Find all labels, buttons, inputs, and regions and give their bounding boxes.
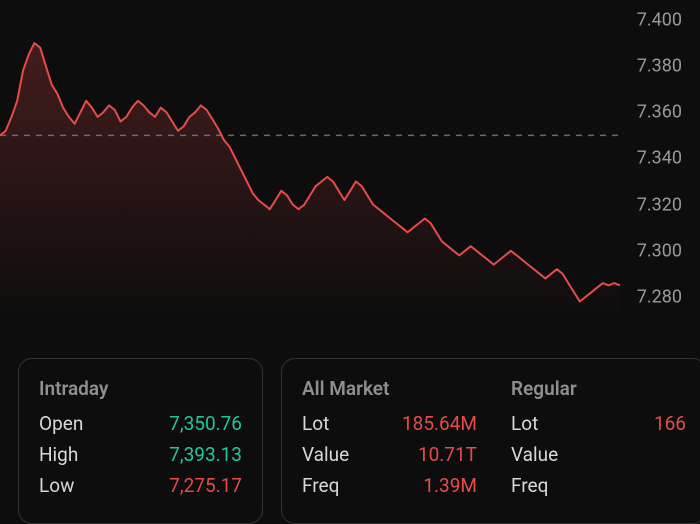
- stat-value: 7,393.13: [169, 443, 242, 466]
- y-tick-label: 7.280: [637, 286, 682, 307]
- intraday-card: Intraday Open 7,350.76 High 7,393.13 Low…: [18, 358, 263, 524]
- stat-row: Lot 185.64M: [302, 412, 477, 435]
- stats-cards-row: Intraday Open 7,350.76 High 7,393.13 Low…: [0, 340, 700, 524]
- stat-label: Value: [511, 443, 558, 466]
- stat-label: High: [39, 443, 78, 466]
- stat-row: Freq 1.39M: [302, 474, 477, 497]
- y-tick-label: 7.340: [637, 148, 682, 169]
- y-tick-label: 7.360: [637, 102, 682, 123]
- y-tick-label: 7.320: [637, 194, 682, 215]
- stat-label: Lot: [302, 412, 329, 435]
- stat-row: High 7,393.13: [39, 443, 242, 466]
- stat-label: Open: [39, 412, 83, 435]
- stat-label: Freq: [511, 474, 548, 497]
- stat-value: 1.39M: [423, 474, 477, 497]
- stat-label: Freq: [302, 474, 339, 497]
- all-market-title: All Market: [302, 377, 477, 400]
- y-tick-label: 7.300: [637, 240, 682, 261]
- stat-value: 185.64M: [402, 412, 477, 435]
- stat-value: 10.71T: [418, 443, 477, 466]
- all-market-col: All Market Lot 185.64M Value 10.71T Freq…: [302, 377, 477, 505]
- market-card: All Market Lot 185.64M Value 10.71T Freq…: [281, 358, 700, 524]
- stat-row: Lot 166: [511, 412, 686, 435]
- stat-value: 166: [654, 412, 686, 435]
- stat-value: 7,275.17: [169, 474, 242, 497]
- stat-row: Freq: [511, 474, 686, 497]
- stat-label: Lot: [511, 412, 538, 435]
- stat-label: Value: [302, 443, 349, 466]
- price-chart[interactable]: 7.400 7.380 7.360 7.340 7.320 7.300 7.280: [0, 0, 700, 340]
- chart-canvas: [0, 20, 620, 320]
- regular-col: Regular Lot 166 Value Freq: [511, 377, 686, 505]
- stat-row: Low 7,275.17: [39, 474, 242, 497]
- y-tick-label: 7.400: [637, 10, 682, 31]
- stat-value: 7,350.76: [169, 412, 242, 435]
- y-tick-label: 7.380: [637, 56, 682, 77]
- stat-row: Value 10.71T: [302, 443, 477, 466]
- stat-label: Low: [39, 474, 74, 497]
- stat-row: Open 7,350.76: [39, 412, 242, 435]
- stat-row: Value: [511, 443, 686, 466]
- regular-title: Regular: [511, 377, 686, 400]
- intraday-title: Intraday: [39, 377, 242, 400]
